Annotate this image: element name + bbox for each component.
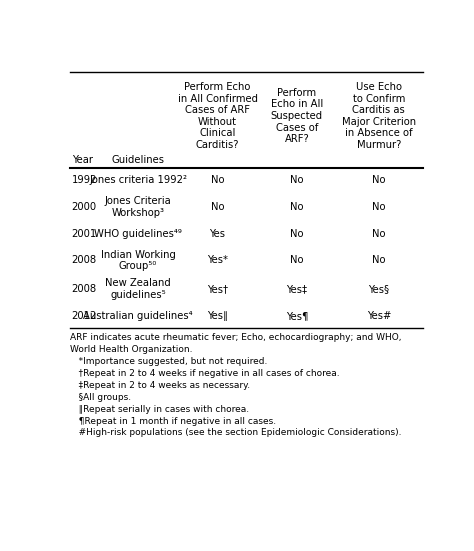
Text: *Importance suggested, but not required.: *Importance suggested, but not required. — [70, 357, 268, 366]
Text: †Repeat in 2 to 4 weeks if negative in all cases of chorea.: †Repeat in 2 to 4 weeks if negative in a… — [70, 369, 340, 378]
Text: Year: Year — [72, 154, 93, 165]
Text: Guidelines: Guidelines — [112, 154, 164, 165]
Text: No: No — [211, 175, 224, 185]
Text: Yes∥: Yes∥ — [207, 311, 228, 321]
Text: Yes#: Yes# — [367, 311, 391, 321]
Text: No: No — [372, 202, 385, 212]
Text: ∥Repeat serially in cases with chorea.: ∥Repeat serially in cases with chorea. — [70, 404, 249, 414]
Text: Yes: Yes — [210, 229, 226, 239]
Text: No: No — [290, 202, 304, 212]
Text: Jones criteria 1992²: Jones criteria 1992² — [89, 175, 187, 185]
Text: Yes†: Yes† — [207, 284, 228, 294]
Text: #High-risk populations (see the section Epidemiologic Considerations).: #High-risk populations (see the section … — [70, 429, 402, 437]
Text: 2008: 2008 — [72, 284, 97, 294]
Text: 2000: 2000 — [72, 202, 97, 212]
Text: Yes¶: Yes¶ — [286, 311, 308, 321]
Text: Perform
Echo in All
Suspected
Cases of
ARF?: Perform Echo in All Suspected Cases of A… — [271, 88, 323, 144]
Text: Yes§: Yes§ — [368, 284, 390, 294]
Text: Yes‡: Yes‡ — [286, 284, 308, 294]
Text: No: No — [372, 256, 385, 266]
Text: Use Echo
to Confirm
Carditis as
Major Criterion
in Absence of
Murmur?: Use Echo to Confirm Carditis as Major Cr… — [342, 82, 416, 150]
Text: ARF indicates acute rheumatic fever; Echo, echocardiography; and WHO,: ARF indicates acute rheumatic fever; Ech… — [70, 333, 402, 342]
Text: New Zealand
guidelines⁵: New Zealand guidelines⁵ — [105, 278, 171, 300]
Text: ‡Repeat in 2 to 4 weeks as necessary.: ‡Repeat in 2 to 4 weeks as necessary. — [70, 381, 250, 390]
Text: 2008: 2008 — [72, 256, 97, 266]
Text: No: No — [372, 229, 385, 239]
Text: 2012: 2012 — [72, 311, 97, 321]
Text: No: No — [290, 256, 304, 266]
Text: §All groups.: §All groups. — [70, 393, 131, 402]
Text: No: No — [290, 229, 304, 239]
Text: World Health Organization.: World Health Organization. — [70, 345, 193, 354]
Text: No: No — [372, 175, 385, 185]
Text: Yes*: Yes* — [207, 256, 228, 266]
Text: ¶Repeat in 1 month if negative in all cases.: ¶Repeat in 1 month if negative in all ca… — [70, 417, 276, 425]
Text: Indian Working
Group⁵⁰: Indian Working Group⁵⁰ — [100, 250, 175, 271]
Text: No: No — [211, 202, 224, 212]
Text: No: No — [290, 175, 304, 185]
Text: 2001: 2001 — [72, 229, 97, 239]
Text: WHO guidelines⁴⁹: WHO guidelines⁴⁹ — [94, 229, 182, 239]
Text: Australian guidelines⁴: Australian guidelines⁴ — [83, 311, 193, 321]
Text: Perform Echo
in All Confirmed
Cases of ARF
Without
Clinical
Carditis?: Perform Echo in All Confirmed Cases of A… — [177, 82, 257, 150]
Text: 1992: 1992 — [72, 175, 97, 185]
Text: Jones Criteria
Workshop³: Jones Criteria Workshop³ — [105, 196, 172, 218]
